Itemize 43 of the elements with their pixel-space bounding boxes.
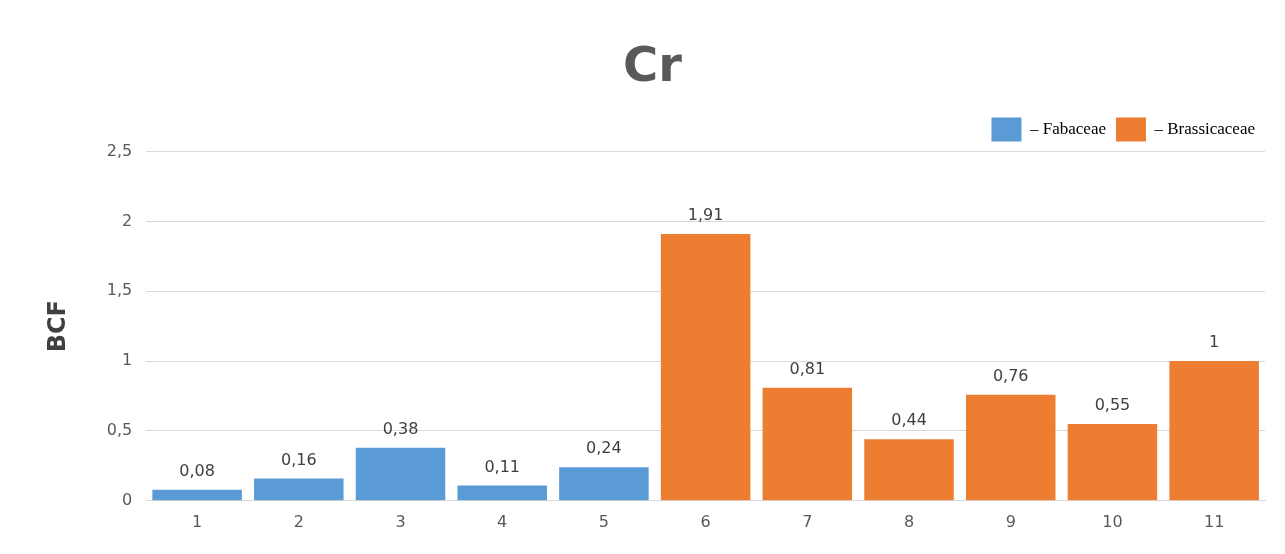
y-tick-label: 2	[122, 210, 133, 230]
y-axis-title: BCF	[42, 300, 71, 353]
legend-label: – Brassicaceae	[1153, 119, 1256, 139]
x-tick-label: 7	[802, 511, 813, 531]
data-label: 0,76	[992, 365, 1029, 385]
data-label: 0,16	[280, 449, 317, 469]
x-tick-label: 5	[598, 511, 610, 531]
x-tick-label: 9	[1005, 511, 1016, 531]
y-tick-label: 0	[122, 489, 133, 509]
bar	[660, 234, 751, 501]
x-tick-label: 4	[497, 511, 508, 531]
y-tick-label: 1,5	[106, 280, 133, 300]
bar	[355, 447, 446, 501]
x-tick-label: 2	[293, 511, 304, 531]
x-tick-label: 1	[192, 511, 203, 531]
bar	[559, 467, 649, 501]
data-label: 0,11	[484, 456, 521, 476]
legend-label: – Fabaceae	[1029, 119, 1106, 139]
x-tick-label: 11	[1203, 511, 1225, 531]
x-tick-label: 10	[1102, 511, 1123, 531]
bar	[1169, 361, 1259, 501]
x-tick-label: 3	[395, 511, 406, 531]
data-label: 0,24	[586, 438, 622, 458]
x-tick-label: 8	[903, 511, 915, 531]
bar	[965, 394, 1056, 501]
y-tick-label: 2,5	[106, 140, 133, 160]
chart-title: Cr	[623, 36, 683, 93]
data-label: 0,81	[789, 358, 826, 378]
y-tick-label: 0,5	[106, 420, 133, 440]
data-label: 0,38	[382, 418, 419, 438]
data-label: 0,44	[891, 410, 927, 430]
bar	[762, 387, 853, 501]
data-label: 0,08	[179, 460, 215, 480]
data-label: 1	[1209, 332, 1220, 352]
bar	[152, 489, 242, 501]
x-tick-label: 6	[700, 511, 711, 531]
bar	[864, 439, 954, 501]
bar	[457, 485, 547, 501]
bar	[254, 478, 344, 501]
data-label: 1,91	[687, 205, 724, 225]
bar	[1067, 423, 1158, 501]
y-tick-label: 1	[122, 350, 133, 370]
data-label: 0,55	[1094, 395, 1131, 415]
